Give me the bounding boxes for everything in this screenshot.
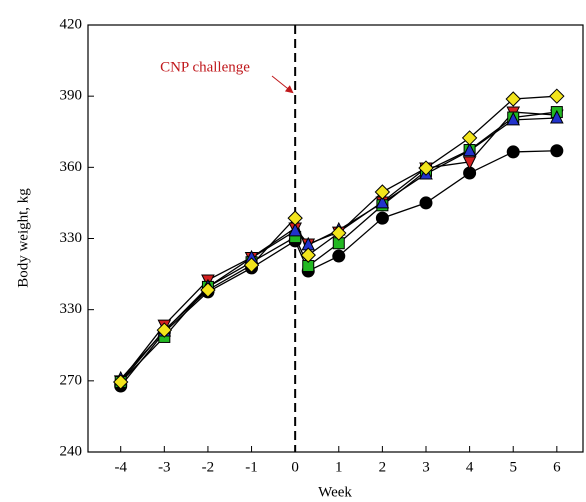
marker (200, 282, 216, 298)
marker (374, 184, 391, 200)
y-tick-label: 420 (60, 16, 83, 32)
annotation-arrow (271, 75, 294, 94)
marker (156, 322, 173, 338)
annotation: CNP challenge (160, 59, 250, 75)
marker (375, 211, 389, 225)
y-tick-label: 330 (60, 230, 83, 246)
series-line (120, 95, 557, 383)
marker (550, 109, 564, 124)
marker (506, 111, 521, 126)
x-tick-label: -1 (245, 459, 258, 475)
marker (419, 196, 433, 210)
marker (461, 130, 478, 146)
x-tick-label: -4 (114, 459, 127, 475)
marker (462, 142, 477, 157)
marker (288, 222, 302, 237)
marker (375, 194, 390, 209)
x-tick-label: -3 (158, 459, 171, 475)
y-tick-label: 360 (60, 159, 83, 175)
marker (506, 145, 520, 159)
y-tick-label: 240 (60, 443, 83, 459)
x-tick-label: 3 (422, 459, 430, 475)
x-tick-label: 2 (379, 459, 387, 475)
x-tick-label: 4 (466, 459, 474, 475)
marker (331, 225, 347, 241)
x-axis-label: Week (318, 484, 352, 500)
marker (418, 160, 434, 176)
marker (300, 247, 316, 263)
marker (550, 144, 564, 158)
marker (549, 88, 565, 104)
marker (462, 156, 477, 170)
marker (332, 249, 346, 263)
marker (505, 91, 521, 107)
y-axis-label: Body weight, kg (15, 188, 31, 288)
x-tick-label: 6 (553, 459, 561, 475)
x-tick-label: 5 (509, 459, 517, 475)
marker (113, 374, 129, 390)
x-tick-label: 0 (291, 459, 299, 475)
marker (243, 257, 260, 273)
series-line (120, 111, 557, 383)
x-tick-label: -2 (202, 459, 215, 475)
y-tick-label: 390 (60, 88, 83, 104)
series-line (120, 150, 557, 387)
y-tick-label: 330 (60, 301, 83, 317)
marker (287, 210, 303, 226)
y-tick-label: 270 (60, 372, 83, 388)
x-tick-label: 1 (335, 459, 343, 475)
series-line (120, 117, 557, 380)
